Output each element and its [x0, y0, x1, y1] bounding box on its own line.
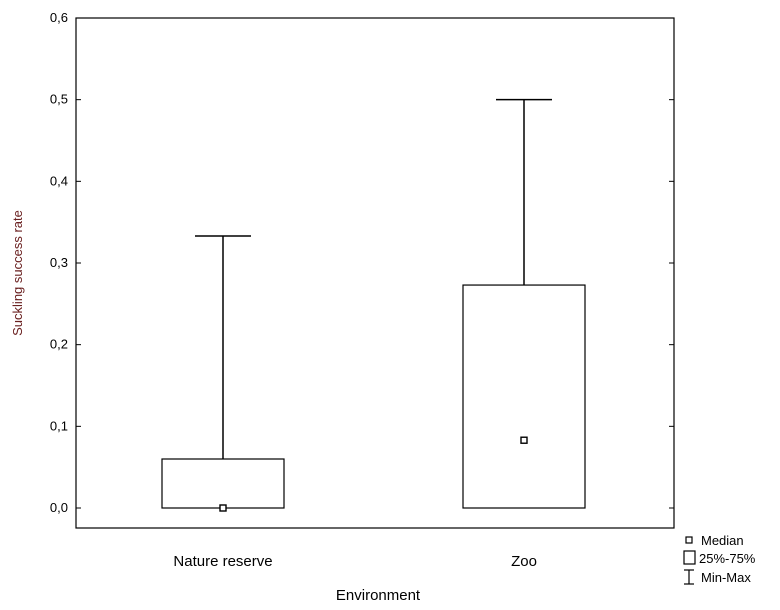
x-axis-title: Environment — [336, 587, 421, 604]
legend-whisker-label: Min-Max — [701, 570, 751, 585]
iqr-box — [462, 284, 586, 509]
median-marker — [219, 504, 227, 512]
iqr-box — [161, 458, 285, 509]
y-tick-label: 0,3 — [50, 255, 68, 270]
y-tick-label: 0,5 — [50, 92, 68, 107]
y-tick-label: 0,1 — [50, 418, 68, 433]
y-tick-label: 0,0 — [50, 500, 68, 515]
plot-frame — [75, 17, 675, 529]
y-axis-title: Suckling success rate — [10, 210, 25, 336]
legend-box-label: 25%-75% — [699, 551, 756, 566]
median-marker — [520, 436, 528, 444]
y-tick-label: 0,2 — [50, 337, 68, 352]
y-axis-ticks: 0,0 0,1 0,2 0,3 0,4 0,5 0,6 — [50, 10, 674, 515]
x-category-label: Zoo — [511, 553, 537, 570]
y-tick-label: 0,4 — [50, 173, 68, 188]
x-category-label: Nature reserve — [173, 553, 272, 570]
legend-median-label: Median — [701, 533, 744, 548]
y-tick-label: 0,6 — [50, 10, 68, 25]
legend-box-symbol — [683, 550, 696, 565]
box-series — [161, 98, 586, 512]
legend-median-symbol — [685, 536, 693, 544]
legend: Median 25%-75% Min-Max — [683, 533, 756, 585]
x-axis-labels: Nature reserve Zoo — [173, 553, 537, 570]
